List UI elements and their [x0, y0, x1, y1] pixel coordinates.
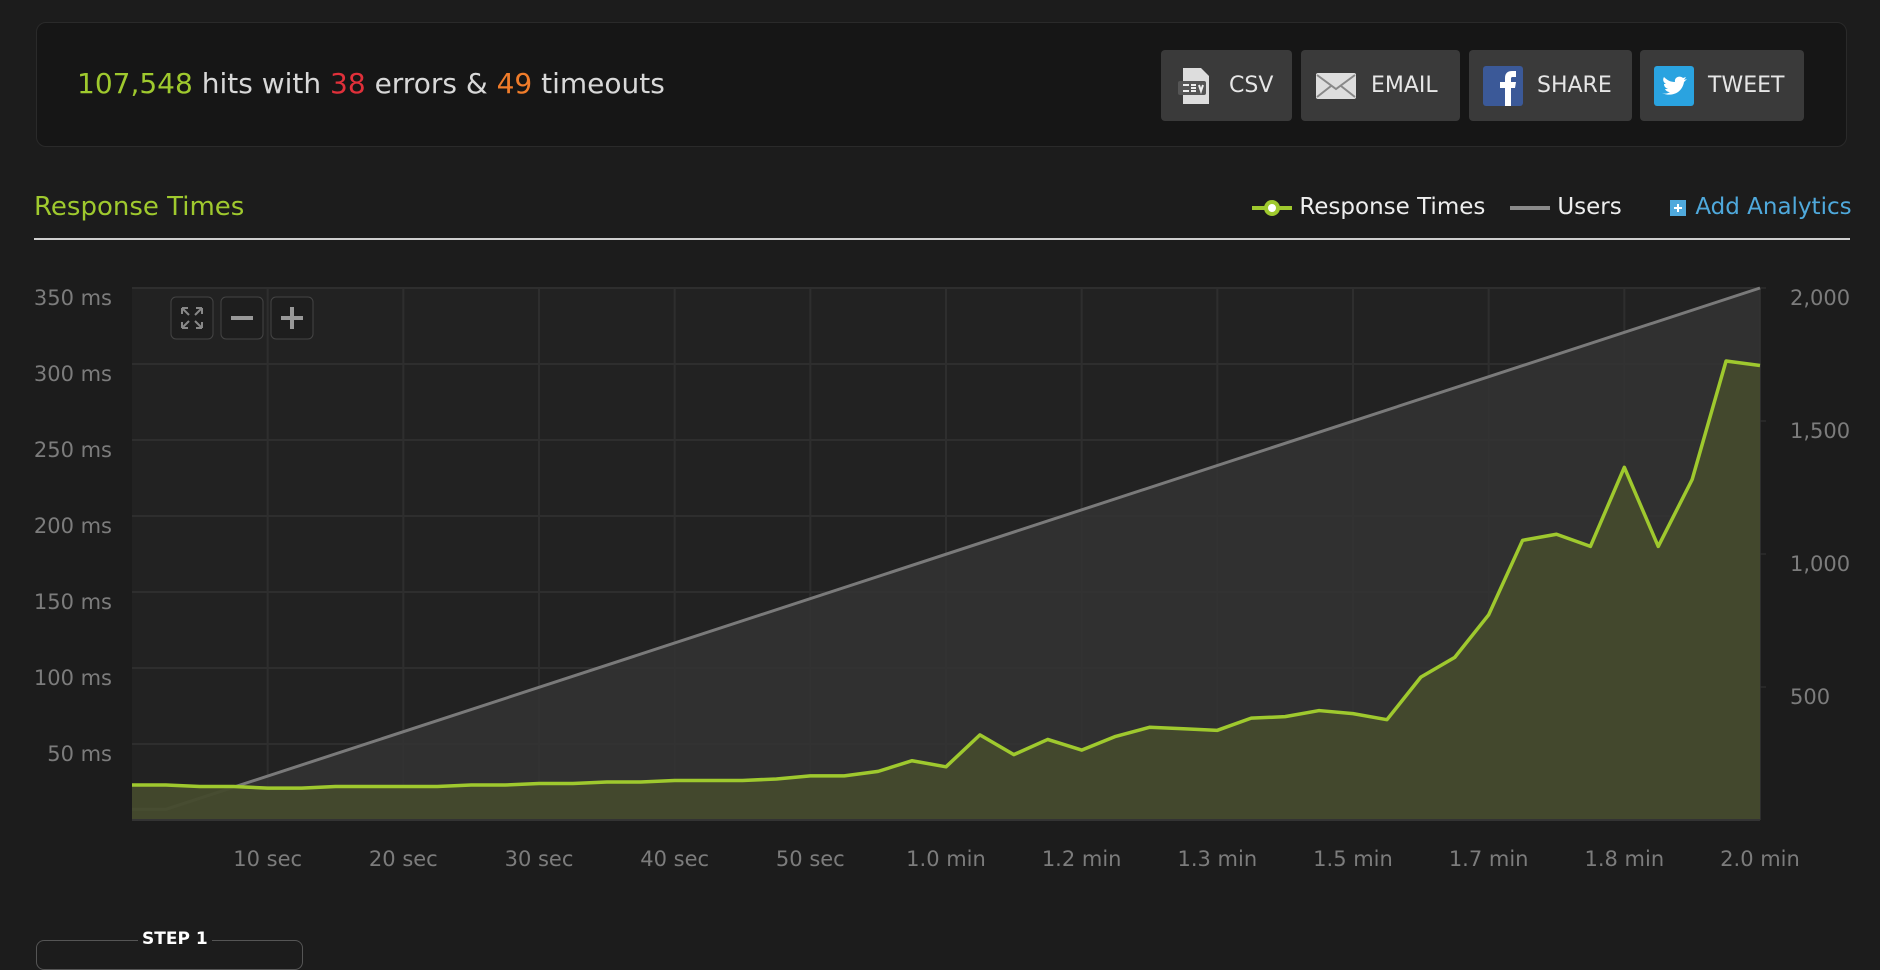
add-analytics[interactable]: Add Analytics [1668, 194, 1852, 220]
plus-icon [1670, 199, 1686, 216]
errors: 38 [330, 67, 366, 100]
button-label: TWEET [1708, 73, 1785, 98]
label: timeouts [541, 67, 665, 100]
csv-icon [1178, 67, 1209, 104]
y-tick-label: 300 ms [34, 362, 112, 386]
zoom-controls [170, 296, 314, 340]
y2-tick-label: 500 [1790, 685, 1830, 709]
x-tick-label: 50 sec [776, 847, 845, 871]
x-tick-label: 1.3 min [1177, 847, 1257, 871]
x-tick-label: 1.7 min [1449, 847, 1529, 871]
legend-label: Users [1557, 194, 1622, 220]
button-label: SHARE [1537, 73, 1612, 98]
page: 107,548 hits with 38 errors & 49 timeout… [33, 22, 1852, 970]
series-line [132, 359, 1761, 790]
chart: 50 ms 100 ms 150 ms 200 ms 250 ms 300 ms 350 m… [34, 286, 1850, 871]
label: errors & [374, 67, 488, 100]
legend-swatch [1252, 199, 1292, 216]
link-label: Add Analytics [1695, 194, 1852, 220]
x-tick-label: 1.5 min [1313, 847, 1393, 871]
email-button[interactable]: EMAIL [1301, 50, 1460, 121]
step-label: STEP 1 [138, 929, 212, 949]
legend-item[interactable]: Users [1510, 194, 1622, 220]
legend-label: Response Times [1299, 194, 1486, 220]
y-tick-label: 150 ms [34, 590, 112, 614]
legend-item[interactable]: Response Times [1252, 194, 1485, 220]
y-tick-label: 250 ms [34, 438, 112, 462]
y-tick-label: 350 ms [34, 286, 112, 310]
section-rule [34, 238, 1850, 240]
hits: 107,548 [77, 67, 193, 100]
x-tick-label: 1.2 min [1042, 847, 1122, 871]
fit-button[interactable] [170, 296, 214, 340]
x-tick-label: 2.0 min [1720, 847, 1800, 871]
email-icon [1316, 72, 1356, 99]
y-tick-label: 100 ms [34, 666, 112, 690]
legend-swatch [1510, 205, 1550, 210]
y2-tick-label: 1,500 [1790, 419, 1850, 443]
label: hits with [201, 67, 322, 100]
csv-button[interactable]: CSV [1161, 50, 1292, 121]
twitter-icon [1654, 65, 1694, 106]
series-area [132, 288, 1760, 820]
button-label: EMAIL [1371, 73, 1438, 98]
summary-box: 107,548 hits with 38 errors & 49 timeout… [36, 22, 1847, 147]
facebook-icon [1483, 65, 1523, 106]
timeouts: 49 [496, 67, 533, 100]
x-tick-label: 1.8 min [1584, 847, 1664, 871]
x-tick-label: 1.0 min [906, 847, 986, 871]
x-tick-label: 10 sec [233, 847, 302, 871]
y-tick-label: 200 ms [34, 514, 112, 538]
section-title: Response Times [34, 192, 245, 222]
series-area [132, 360, 1760, 820]
summary-text: 107,548 hits with 38 errors & 49 timeout… [77, 67, 665, 100]
tweet-button[interactable]: TWEET [1640, 50, 1804, 121]
y-tick-label: 50 ms [47, 742, 112, 766]
button-label: CSV [1229, 73, 1274, 98]
y2-tick-label: 2,000 [1790, 286, 1850, 310]
x-tick-label: 20 sec [369, 847, 438, 871]
x-tick-label: 30 sec [505, 847, 574, 871]
share-button[interactable]: SHARE [1469, 50, 1632, 121]
x-tick-label: 40 sec [640, 847, 709, 871]
y2-tick-label: 1,000 [1790, 552, 1850, 576]
